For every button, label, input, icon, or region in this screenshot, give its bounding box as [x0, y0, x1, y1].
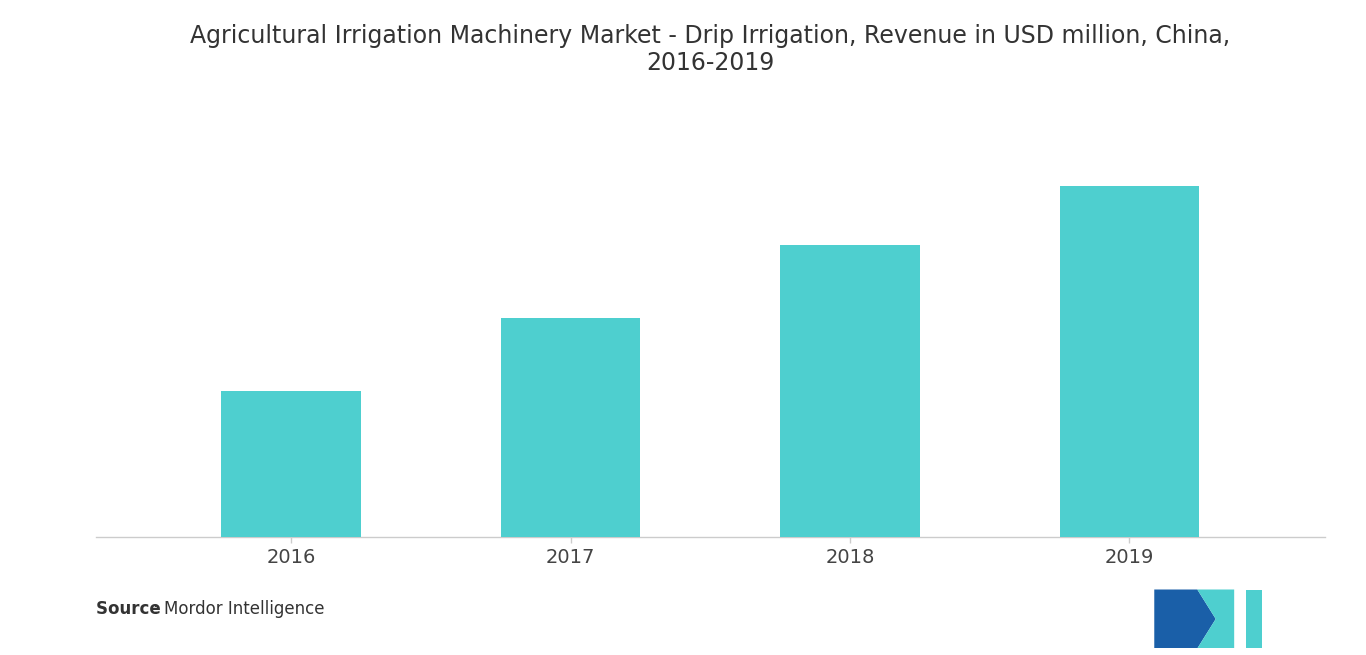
Text: Source: Source [96, 600, 167, 618]
Polygon shape [1246, 590, 1262, 648]
Bar [1060, 186, 1199, 537]
Bar [501, 318, 641, 537]
Title: Agricultural Irrigation Machinery Market - Drip Irrigation, Revenue in USD milli: Agricultural Irrigation Machinery Market… [190, 24, 1231, 75]
Polygon shape [1239, 590, 1244, 648]
Text: : Mordor Intelligence: : Mordor Intelligence [153, 600, 325, 618]
Polygon shape [1154, 590, 1216, 648]
Bar [221, 391, 361, 537]
Bar [780, 244, 919, 537]
Polygon shape [1197, 590, 1233, 648]
